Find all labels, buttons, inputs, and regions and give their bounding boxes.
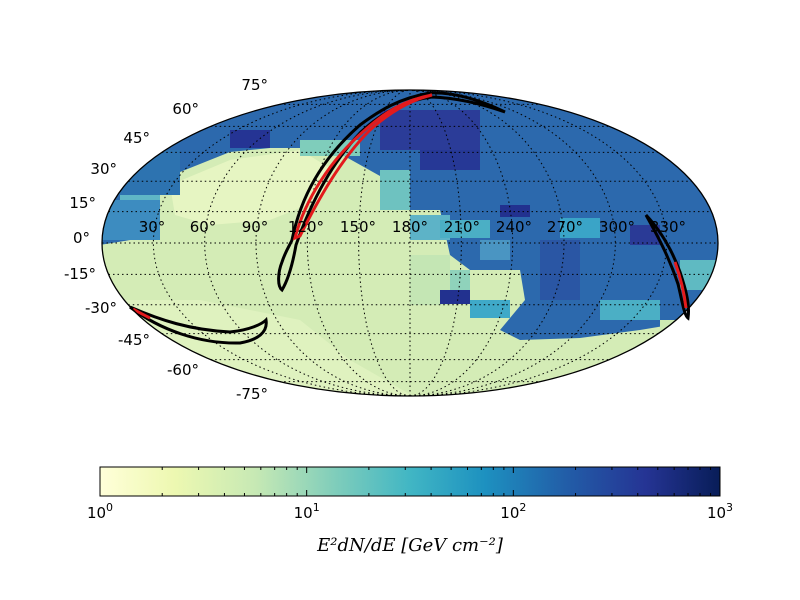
colorbar-tick-label: 102 — [500, 501, 526, 522]
longitude-labels: 30° 60° 90° 120° 150° 180° 210° 240° 270… — [139, 218, 686, 236]
lon-label: 120° — [288, 218, 324, 236]
lat-label: -45° — [118, 331, 150, 349]
lon-label: 90° — [242, 218, 269, 236]
lat-label: -15° — [64, 265, 96, 283]
colorbar-tick-label: 100 — [87, 501, 113, 522]
inner-region-east — [673, 261, 688, 309]
lat-label: 45° — [123, 129, 150, 147]
contour-band-east — [644, 213, 690, 321]
lat-label: 75° — [241, 76, 268, 94]
map-boundary — [101, 89, 719, 397]
contours — [129, 91, 690, 345]
lon-label: 270° — [547, 218, 583, 236]
latitude-labels: 75° 60° 45° 30° 15° 0° -15° -30° -45° -6… — [64, 76, 268, 403]
meridian-line — [204, 90, 411, 396]
meridian-line — [358, 90, 411, 396]
meridian-line — [409, 90, 565, 396]
colorbar-gradient — [99, 466, 721, 497]
colorbar-tick-label: 101 — [294, 501, 320, 522]
colorbar: 100 101 102 103 E²dN/dE [GeV cm⁻²] — [87, 466, 733, 556]
inner-region-north — [292, 93, 433, 241]
lon-label: 240° — [496, 218, 532, 236]
meridian-line — [409, 90, 616, 396]
lat-label: 15° — [69, 194, 96, 212]
lat-label: -75° — [236, 385, 268, 403]
contour-band-south — [129, 305, 268, 345]
colorbar-ticks: 100 101 102 103 — [87, 467, 733, 522]
colorbar-label: E²dN/dE [GeV cm⁻²] — [316, 535, 504, 556]
lat-label: 0° — [73, 229, 90, 247]
meridian-line — [152, 90, 411, 396]
lon-label: 60° — [190, 218, 217, 236]
lon-label: 300° — [599, 218, 635, 236]
lon-label: 180° — [392, 218, 428, 236]
lon-label: 330° — [650, 218, 686, 236]
lat-label: -60° — [167, 361, 199, 379]
lat-label: 60° — [172, 100, 199, 118]
lat-label: 30° — [90, 160, 117, 178]
lon-label: 150° — [340, 218, 376, 236]
graticule-grid — [102, 90, 718, 396]
lon-label: 210° — [444, 218, 480, 236]
meridian-line — [306, 90, 411, 396]
meridian-line — [409, 90, 462, 396]
colorbar-tick-label: 103 — [707, 501, 733, 522]
lat-label: -30° — [85, 299, 117, 317]
lon-label: 30° — [139, 218, 166, 236]
inner-region-south — [132, 307, 151, 320]
